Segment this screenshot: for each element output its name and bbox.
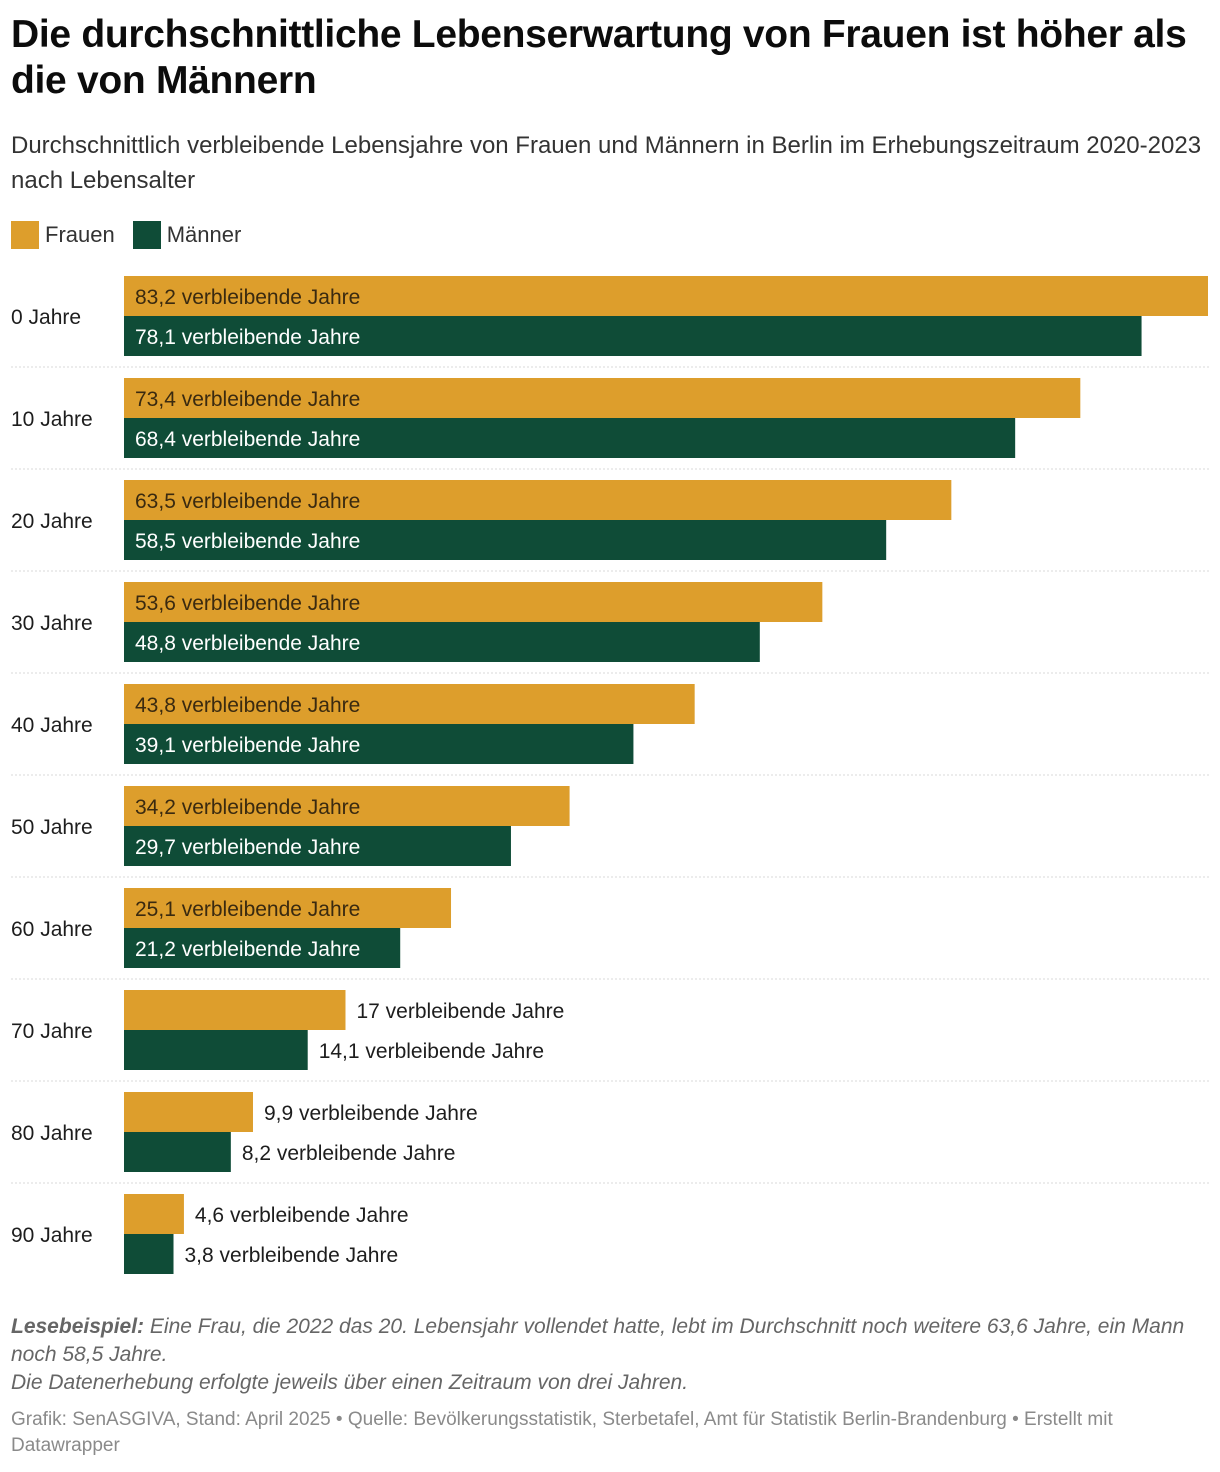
bar-frauen (124, 1092, 253, 1132)
reading-example-note: Lesebeispiel: Eine Frau, die 2022 das 20… (11, 1313, 1209, 1397)
data-label: 48,8 verbleibende Jahre (135, 632, 360, 655)
bar-maenner (124, 1234, 174, 1274)
category-label: 40 Jahre (11, 714, 93, 737)
legend: Frauen Männer (11, 220, 259, 250)
legend-item-maenner: Männer (132, 221, 242, 249)
data-label: 43,8 verbleibende Jahre (135, 694, 360, 717)
data-label: 83,2 verbleibende Jahre (135, 286, 360, 309)
data-label: 29,7 verbleibende Jahre (135, 836, 360, 859)
legend-item-frauen: Frauen (11, 221, 115, 249)
category-label: 20 Jahre (11, 510, 93, 533)
data-label: 39,1 verbleibende Jahre (135, 734, 360, 757)
bar-frauen (124, 276, 1208, 316)
legend-swatch-frauen (11, 221, 39, 249)
data-label: 17 verbleibende Jahre (356, 1000, 564, 1023)
data-label: 14,1 verbleibende Jahre (319, 1040, 544, 1063)
note-lead: Lesebeispiel: (11, 1315, 145, 1338)
category-label: 30 Jahre (11, 612, 93, 635)
category-label: 90 Jahre (11, 1224, 93, 1247)
data-label: 21,2 verbleibende Jahre (135, 938, 360, 961)
legend-swatch-maenner (132, 221, 161, 249)
bar-maenner (124, 724, 634, 764)
data-label: 4,6 verbleibende Jahre (195, 1204, 409, 1227)
bar-maenner (124, 1030, 308, 1070)
bar-frauen (124, 378, 1081, 418)
bar-frauen (124, 480, 952, 520)
bar-maenner (124, 520, 887, 560)
bar-maenner (124, 1132, 231, 1172)
bar-maenner (124, 418, 1016, 458)
data-label: 68,4 verbleibende Jahre (135, 428, 360, 451)
bar-frauen (124, 684, 695, 724)
note-text: Eine Frau, die 2022 das 20. Lebensjahr v… (11, 1315, 1185, 1366)
data-label: 53,6 verbleibende Jahre (135, 592, 360, 615)
data-label: 3,8 verbleibende Jahre (185, 1244, 399, 1267)
category-label: 80 Jahre (11, 1122, 93, 1145)
note-line2: Die Datenerhebung erfolgte jeweils über … (11, 1371, 689, 1394)
source-footer: Grafik: SenASGIVA, Stand: April 2025 • Q… (11, 1409, 1113, 1456)
data-label: 34,2 verbleibende Jahre (135, 796, 360, 819)
data-label: 78,1 verbleibende Jahre (135, 326, 360, 349)
bar-maenner (124, 316, 1142, 356)
category-label: 70 Jahre (11, 1020, 93, 1043)
category-label: 10 Jahre (11, 408, 93, 431)
bar-frauen (124, 1194, 184, 1234)
category-label: 0 Jahre (11, 306, 81, 329)
category-label: 60 Jahre (11, 918, 93, 941)
data-label: 63,5 verbleibende Jahre (135, 490, 360, 513)
data-label: 8,2 verbleibende Jahre (242, 1142, 456, 1165)
legend-label-maenner: Männer (166, 222, 242, 247)
bar-chart: 0 Jahre 83,2 verbleibende Jahre 78,1 verbl… (11, 276, 1209, 1274)
bar-frauen (124, 582, 823, 622)
data-label: 73,4 verbleibende Jahre (135, 388, 360, 411)
bar-frauen (124, 888, 452, 928)
category-label: 50 Jahre (11, 816, 93, 839)
bar-maenner (124, 622, 760, 662)
data-label: 9,9 verbleibende Jahre (264, 1102, 478, 1125)
chart-title: Die durchschnittliche Lebenserwartung vo… (11, 13, 1187, 102)
bar-frauen (124, 786, 570, 826)
bar-maenner (124, 826, 511, 866)
chart-subtitle: Durchschnittlich verbleibende Lebensjahr… (11, 132, 1202, 194)
legend-label-frauen: Frauen (45, 222, 115, 247)
data-label: 58,5 verbleibende Jahre (135, 530, 360, 553)
bar-maenner (124, 928, 401, 968)
bar-frauen (124, 990, 346, 1030)
data-label: 25,1 verbleibende Jahre (135, 898, 360, 921)
